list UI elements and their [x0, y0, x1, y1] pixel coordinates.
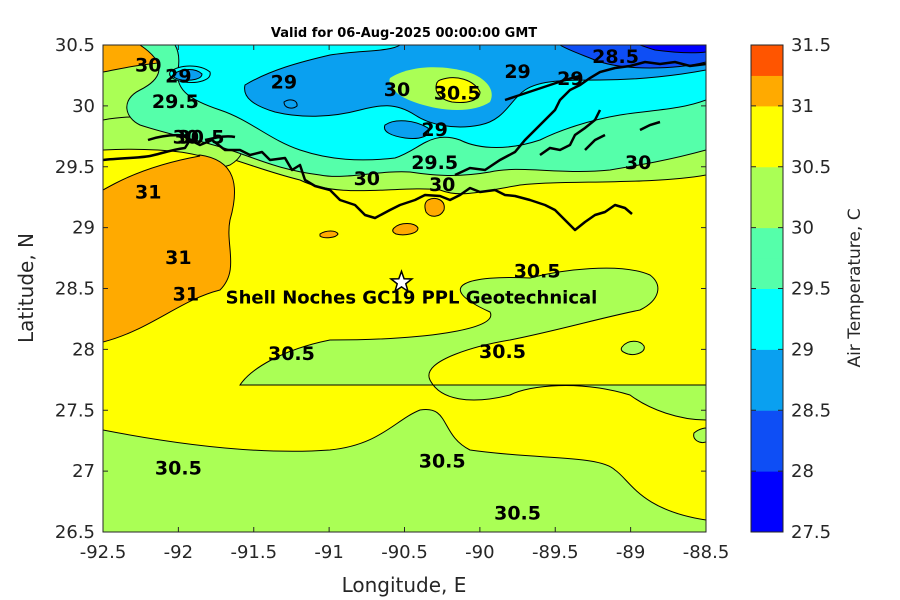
y-tick-label: 28	[72, 339, 95, 360]
plot-area	[103, 45, 706, 532]
field-deepblue	[639, 45, 706, 54]
contour-label: 29	[557, 68, 583, 90]
colorbar-tick-label: 29	[791, 339, 814, 360]
y-tick-label: 27.5	[55, 400, 95, 421]
site-annotation: Shell Noches GC19 PPL Geotechnical	[226, 269, 598, 308]
contour-label: 30.5	[268, 343, 315, 365]
contour-label: 30.5	[494, 503, 541, 525]
x-tick-label: -92	[164, 542, 193, 563]
colorbar-tick-label: 27.5	[791, 522, 831, 543]
colorbar-swatch	[751, 258, 783, 289]
colorbar	[751, 45, 783, 533]
field-green-spot	[620, 340, 645, 355]
coastline-lake	[147, 133, 236, 142]
colorbar-swatch	[751, 288, 783, 320]
y-tick-label: 29.5	[55, 157, 95, 178]
colorbar-swatch	[751, 410, 783, 442]
x-tick-label: -89	[616, 542, 645, 563]
contour-label: 30.5	[479, 341, 526, 363]
field-lightblue-blob-3	[283, 99, 298, 109]
coastline	[103, 138, 633, 232]
field-green-spot-2	[693, 427, 706, 443]
contour-label: 29	[504, 61, 530, 83]
contour-label: 28.5	[592, 46, 639, 68]
x-tick-label: -90.5	[381, 542, 428, 563]
colorbar-swatch	[751, 440, 783, 472]
contour-label: 30.5	[178, 127, 225, 149]
contour-label: 31	[173, 284, 199, 306]
coastline-delta	[454, 60, 706, 177]
field-yellow-core	[435, 77, 481, 103]
colorbar-tick-label: 30	[791, 218, 814, 239]
contour-label: 30.5	[419, 450, 466, 472]
contour-label: 30.5	[514, 260, 561, 282]
field-orange-spot-2	[319, 230, 339, 239]
field-yellow-bay	[103, 148, 201, 191]
colorbar-label: Air Temperature, C	[845, 208, 865, 367]
contour-label: 30	[135, 55, 161, 77]
x-tick-label: -89.5	[532, 542, 579, 563]
colorbar-swatch	[751, 136, 783, 168]
field-lightblue-blob	[173, 69, 203, 81]
colorbar-tick-label: 29.5	[791, 279, 831, 300]
field-green-east	[239, 267, 706, 421]
field-orange-spot	[392, 223, 419, 236]
contour-label: 30.5	[155, 458, 202, 480]
contour-label: 29.5	[411, 152, 458, 174]
contour-label: 29	[165, 66, 191, 88]
y-tick-label: 27	[72, 461, 95, 482]
contour-label: 29	[271, 72, 297, 94]
colorbar-tick-label: 28	[791, 461, 814, 482]
chart-title: Valid for 06-Aug-2025 00:00:00 GMT	[271, 26, 537, 41]
colorbar-swatch	[751, 75, 783, 107]
contour-label: 29	[421, 119, 447, 141]
colorbar-tick-label: 31	[791, 96, 814, 117]
colorbar-swatch	[751, 45, 783, 76]
colorbar-swatch	[751, 318, 783, 350]
contour-label: 30	[625, 152, 651, 174]
site-label: Shell Noches GC19 PPL Geotechnical	[226, 287, 598, 308]
colorbar-swatch	[751, 105, 783, 137]
x-tick-label: -88.5	[683, 542, 730, 563]
y-tick-label: 29	[72, 218, 95, 239]
field-orange-spot-3	[424, 197, 445, 217]
x-tick-label: -91.5	[230, 542, 277, 563]
colorbar-swatch	[751, 379, 783, 411]
field-green-southwest	[103, 409, 706, 532]
y-tick-label: 30	[72, 96, 95, 117]
y-tick-label: 26.5	[55, 522, 95, 543]
colorbar-swatch	[751, 349, 783, 381]
colorbar-swatch	[751, 166, 783, 198]
colorbar-swatch	[751, 227, 783, 259]
colorbar-swatch	[751, 471, 783, 503]
contour-label: 30	[354, 168, 380, 190]
x-tick-label: -92.5	[80, 542, 127, 563]
colorbar-tick-label: 28.5	[791, 400, 831, 421]
contour-label: 30	[173, 127, 199, 149]
contour-label: 30	[384, 79, 410, 101]
colorbar-tick-label: 30.5	[791, 157, 831, 178]
colorbar-tick-label: 31.5	[791, 35, 831, 56]
x-tick-label: -90	[465, 542, 494, 563]
x-axis-ticks: -92.5 -92 -91.5 -91 -90.5 -90 -89.5 -89 -88.5	[80, 45, 730, 563]
contour-label: 31	[165, 247, 191, 269]
y-axis-label: Latitude, N	[14, 233, 38, 343]
colorbar-swatch	[751, 501, 783, 533]
y-tick-label: 30.5	[55, 35, 95, 56]
x-tick-label: -91	[314, 542, 343, 563]
contour-label: 31	[135, 181, 161, 203]
contour-label: 30	[429, 174, 455, 196]
y-tick-label: 28.5	[55, 279, 95, 300]
x-axis-label: Longitude, E	[342, 573, 467, 597]
colorbar-ticks: 31.5 31 30.5 30 29.5 29 28.5 28 27.5	[751, 35, 831, 543]
contour-label: 30.5	[434, 83, 481, 105]
field-lightblue-blob-2	[383, 120, 430, 139]
site-marker-star	[388, 269, 414, 294]
contour-label: 29.5	[152, 91, 199, 113]
colorbar-swatch	[751, 197, 783, 229]
